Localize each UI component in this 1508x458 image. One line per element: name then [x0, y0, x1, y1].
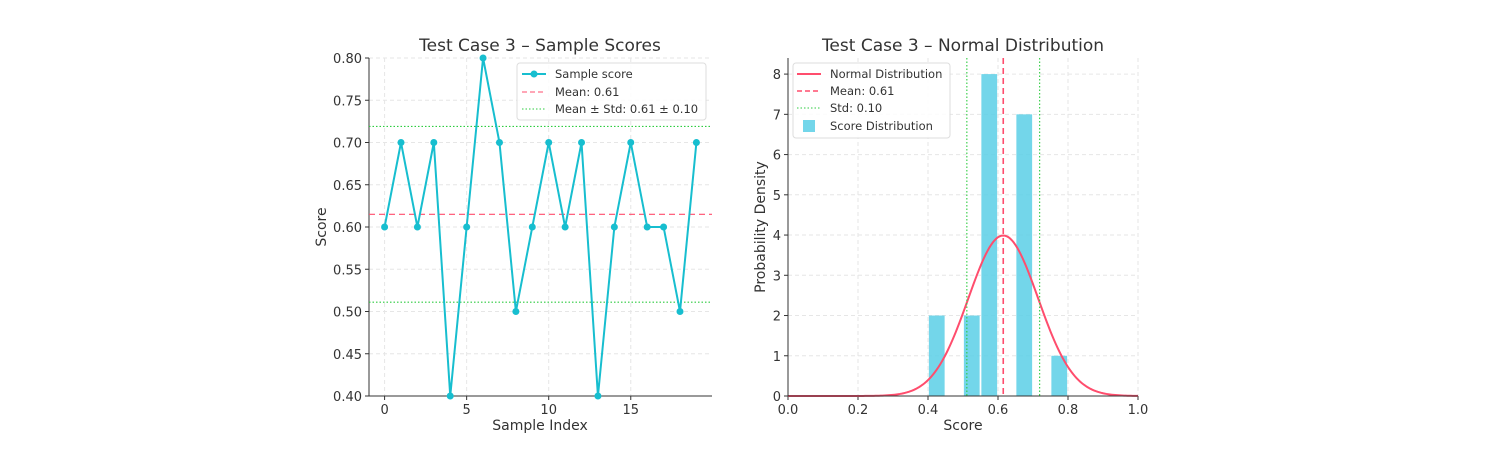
data-point — [430, 139, 438, 146]
histogram-bar — [928, 315, 945, 396]
data-point — [660, 223, 668, 231]
sample-score-line — [383, 57, 698, 397]
right-ylabel: Probability Density — [753, 161, 769, 293]
data-point — [545, 139, 553, 146]
histogram-bar — [1016, 114, 1033, 396]
sample-scores-chart: Test Case 3 – Sample Scores Sample Index… — [314, 36, 712, 434]
histogram-bar — [1051, 355, 1068, 396]
y-tick-label: 0.80 — [333, 52, 362, 67]
x-tick-label: 0 — [380, 403, 388, 418]
data-point — [643, 223, 651, 231]
normal-distribution-chart: Test Case 3 – Normal Distribution Score … — [753, 36, 1148, 434]
legend-patch-icon — [803, 120, 815, 132]
right-title: Test Case 3 – Normal Distribution — [821, 36, 1104, 56]
x-tick-label: 1.0 — [1128, 403, 1149, 418]
data-point — [479, 54, 487, 62]
x-tick-label: 0.2 — [848, 403, 869, 418]
data-point — [463, 223, 471, 231]
y-tick-label: 0.45 — [333, 348, 362, 363]
legend-label: Mean: 0.61 — [555, 85, 619, 99]
legend-label: Score Distribution — [830, 119, 933, 133]
x-tick-label: 0.0 — [778, 403, 799, 418]
data-point — [627, 139, 635, 146]
right-xlabel: Score — [943, 418, 982, 434]
y-tick-label: 0.65 — [333, 179, 362, 194]
x-tick-label: 10 — [540, 403, 557, 418]
data-point — [561, 223, 569, 231]
y-tick-label: 3 — [773, 269, 781, 284]
data-point — [512, 308, 520, 315]
left-title: Test Case 3 – Sample Scores — [418, 36, 661, 56]
y-tick-label: 6 — [773, 149, 781, 164]
y-tick-label: 7 — [773, 108, 781, 123]
data-point — [446, 392, 454, 400]
legend: Sample score Mean: 0.61 Mean ± Std: 0.61 ±… — [516, 62, 707, 121]
legend-label: Normal Distribution — [830, 67, 942, 81]
legend-label: Mean: 0.61 — [830, 84, 894, 98]
y-tick-label: 0.75 — [333, 94, 362, 109]
data-point — [397, 139, 405, 146]
y-tick-label: 0.50 — [333, 306, 362, 321]
x-tick-label: 0.8 — [1058, 403, 1079, 418]
y-tick-label: 2 — [773, 310, 781, 325]
y-tick-label: 4 — [773, 229, 781, 244]
legend-marker-icon — [530, 70, 538, 78]
legend-label: Std: 0.10 — [830, 101, 882, 115]
x-tick-label: 5 — [463, 403, 471, 418]
y-tick-label: 0.55 — [333, 263, 362, 278]
data-point — [578, 139, 586, 146]
legend-box — [792, 62, 951, 139]
y-tick-label: 0 — [773, 390, 781, 405]
x-tick-label: 0.4 — [918, 403, 939, 418]
y-tick-label: 5 — [773, 189, 781, 204]
left-ylabel: Score — [314, 207, 330, 246]
y-tick-label: 1 — [773, 350, 781, 365]
histogram-bar — [963, 315, 980, 396]
y-tick-label: 0.40 — [333, 390, 362, 405]
data-point — [528, 223, 536, 231]
data-point — [692, 139, 700, 146]
x-tick-label: 15 — [622, 403, 639, 418]
legend-box — [516, 62, 707, 121]
data-point — [676, 308, 684, 315]
y-tick-label: 8 — [773, 68, 781, 83]
data-point — [381, 223, 389, 231]
data-point — [610, 223, 618, 231]
x-tick-label: 0.6 — [988, 403, 1009, 418]
y-tick-label: 0.70 — [333, 137, 362, 152]
left-xlabel: Sample Index — [492, 418, 587, 434]
y-tick-label: 0.60 — [333, 221, 362, 236]
data-point — [495, 139, 503, 146]
legend: Normal Distribution Mean: 0.61 Std: 0.10 Sc… — [792, 62, 951, 139]
data-point — [594, 392, 602, 400]
data-point — [413, 223, 421, 231]
legend-label: Sample score — [555, 67, 633, 81]
legend-label: Mean ± Std: 0.61 ± 0.10 — [555, 102, 698, 116]
histogram-bar — [981, 74, 998, 396]
